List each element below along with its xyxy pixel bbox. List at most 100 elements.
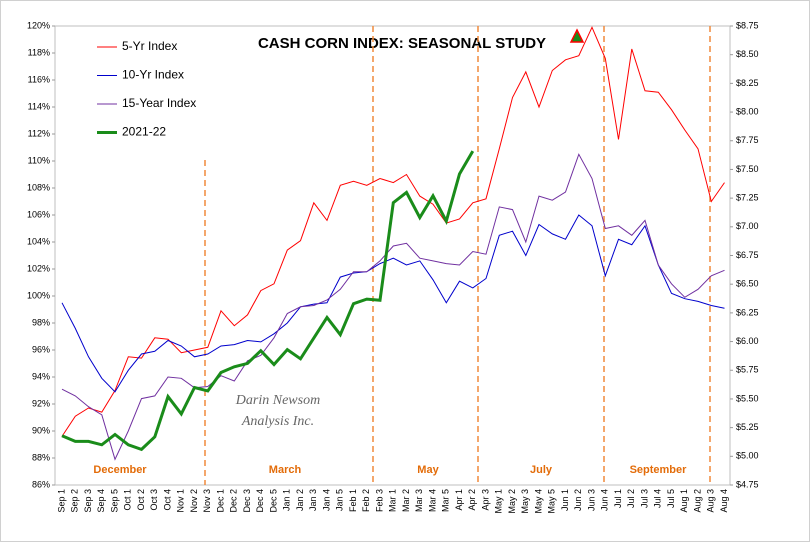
x-tick-label: Nov 3 (202, 489, 212, 513)
x-tick-label: Jan 4 (321, 489, 331, 511)
y2-tick-label: $7.00 (736, 221, 759, 231)
x-tick-label: Oct 3 (149, 489, 159, 511)
x-tick-label: Aug 1 (679, 489, 689, 513)
x-tick-label: Mar 2 (401, 489, 411, 512)
x-tick-label: Apr 1 (454, 489, 464, 511)
x-tick-label: Apr 2 (467, 489, 477, 511)
y-tick-label: 110% (28, 155, 50, 165)
y-tick-label: 108% (27, 182, 50, 192)
x-tick-label: Apr 3 (480, 489, 490, 511)
x-tick-label: Jan 2 (295, 489, 305, 511)
x-tick-label: Oct 2 (136, 489, 146, 511)
y-tick-label: 120% (27, 20, 50, 30)
y2-tick-label: $8.50 (736, 49, 759, 59)
legend-label: 5-Yr Index (122, 39, 177, 53)
x-tick-label: Mar 1 (388, 489, 398, 512)
x-tick-label: Dec 3 (242, 489, 252, 513)
y2-tick-label: $5.75 (736, 365, 759, 375)
dividers (204, 26, 711, 485)
x-tick-label: Feb 2 (361, 489, 371, 512)
month-label: May (417, 464, 439, 476)
x-tick-label: Sep 5 (109, 489, 119, 513)
y-tick-label: 92% (32, 398, 50, 408)
y2-tick-label: $6.25 (736, 307, 759, 317)
y2-tick-label: $7.25 (736, 193, 759, 203)
x-tick-label: Jun 1 (560, 489, 570, 511)
peak-marker (569, 28, 585, 43)
y2-tick-label: $6.50 (736, 279, 759, 289)
month-label: September (630, 464, 688, 476)
series-line (61, 26, 725, 437)
x-tick-label: May 4 (533, 489, 543, 514)
month-label: March (269, 464, 302, 476)
y-tick-label: 112% (28, 128, 50, 138)
x-tick-label: Jun 2 (573, 489, 583, 511)
y2-tick-label: $5.25 (736, 422, 759, 432)
x-tick-label: Jun 3 (586, 489, 596, 511)
y2-tick-label: $8.75 (736, 20, 759, 30)
x-tick-label: Jan 3 (308, 489, 318, 511)
x-tick-label: Jan 5 (335, 489, 345, 511)
legend-label: 15-Year Index (122, 96, 196, 110)
x-tick-label: Jan 1 (282, 489, 292, 511)
x-tick-label: Feb 3 (374, 489, 384, 512)
y2-tick-label: $8.25 (736, 78, 759, 88)
y-tick-label: 94% (32, 371, 50, 381)
x-tick-label: Dec 2 (229, 489, 239, 513)
x-tick-label: Jul 5 (666, 489, 676, 508)
y-tick-label: 104% (27, 236, 50, 246)
x-tick-label: Jul 4 (653, 489, 663, 508)
y-tick-label: 96% (32, 344, 50, 354)
series-line (61, 150, 475, 452)
x-tick-label: Aug 2 (692, 489, 702, 513)
y-tick-label: 86% (32, 479, 50, 489)
x-tick-label: Nov 1 (176, 489, 186, 513)
x-tick-label: May 1 (494, 489, 504, 514)
x-tick-label: Mar 4 (427, 489, 437, 512)
x-tick-label: Feb 1 (348, 489, 358, 512)
y-tick-label: 98% (32, 317, 50, 327)
y-tick-label: 102% (27, 263, 50, 273)
y2-tick-label: $6.75 (736, 250, 759, 260)
x-tick-label: Mar 3 (414, 489, 424, 512)
x-tick-label: Jul 3 (639, 489, 649, 508)
x-tick-label: Dec 5 (268, 489, 278, 513)
x-tick-label: Dec 1 (215, 489, 225, 513)
y2-tick-label: $5.50 (736, 393, 759, 403)
watermark: Darin Newsom (235, 393, 320, 408)
y2-tick-label: $6.00 (736, 336, 759, 346)
y-tick-label: 106% (27, 209, 50, 219)
x-tick-label: Sep 1 (56, 489, 66, 513)
watermark: Analysis Inc. (241, 414, 314, 429)
month-label: July (530, 464, 553, 476)
legend-label: 10-Yr Index (122, 68, 184, 82)
x-tick-label: May 3 (520, 489, 530, 514)
y-tick-label: 118% (28, 47, 50, 57)
x-tick-label: Nov 2 (189, 489, 199, 513)
x-tick-label: May 2 (507, 489, 517, 514)
x-tick-label: Dec 4 (255, 489, 265, 513)
series-line (61, 214, 725, 393)
x-tick-label: Oct 1 (123, 489, 133, 511)
x-tick-label: Sep 3 (83, 489, 93, 513)
x-tick-label: Aug 3 (706, 489, 716, 513)
x-tick-label: Mar 5 (441, 489, 451, 512)
x-tick-label: Jun 4 (600, 489, 610, 511)
y2-tick-label: $5.00 (736, 451, 759, 461)
x-tick-label: Jul 1 (613, 489, 623, 508)
legend-label: 2021-22 (122, 125, 166, 139)
x-tick-label: Jul 2 (626, 489, 636, 508)
y-tick-label: 114% (28, 101, 50, 111)
x-tick-label: Oct 4 (162, 489, 172, 511)
y2-tick-label: $8.00 (736, 106, 759, 116)
series-line (61, 153, 725, 461)
y-tick-label: 116% (28, 74, 50, 84)
y-tick-label: 88% (32, 452, 50, 462)
x-tick-label: May 5 (547, 489, 557, 514)
x-tick-label: Sep 4 (96, 489, 106, 513)
chart-title: CASH CORN INDEX: SEASONAL STUDY (258, 35, 546, 52)
y-tick-label: 100% (27, 290, 50, 300)
month-label: December (93, 464, 147, 476)
